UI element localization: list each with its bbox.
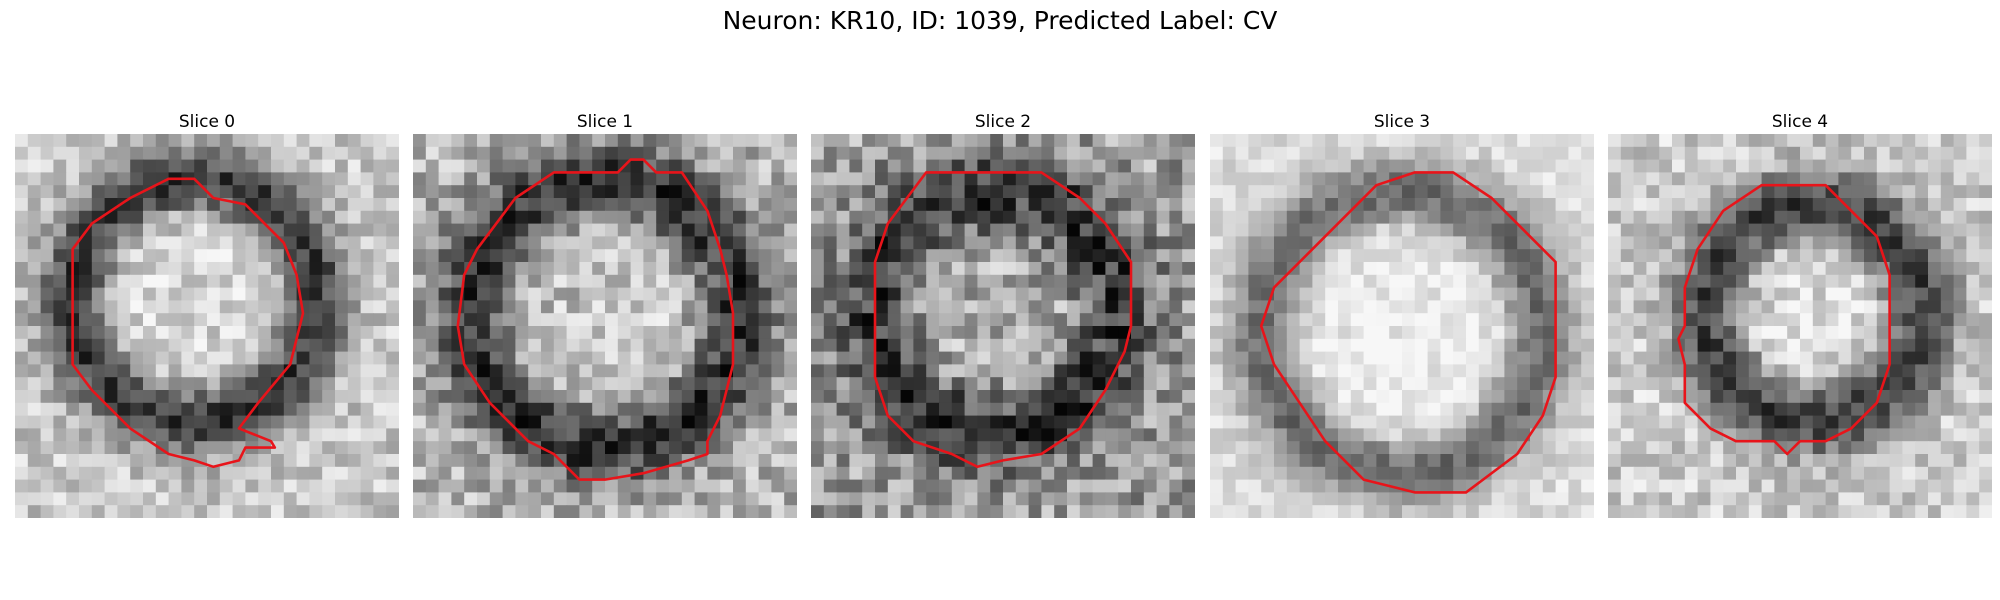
pixel-grid [1608,134,1992,518]
microscopy-slice-image [413,134,797,518]
slice-title: Slice 3 [1373,112,1431,132]
slice-panel-0: Slice 0 [15,110,399,518]
segmentation-contour [1677,183,1891,456]
segmentation-contour [71,177,305,469]
figure-title: Neuron: KR10, ID: 1039, Predicted Label:… [722,6,1278,35]
microscopy-slice-image [15,134,399,518]
pixel-grid [413,134,797,518]
slice-title: Slice 0 [178,112,236,132]
slice-title: Slice 1 [576,112,634,132]
pixel-grid [811,134,1195,518]
slice-panel-2: Slice 2 [811,110,1195,518]
segmentation-contour [873,171,1133,469]
segmentation-contour [1259,171,1557,494]
slice-panel-4: Slice 4 [1608,110,1992,518]
slice-panel-3: Slice 3 [1210,110,1594,518]
slice-title: Slice 4 [1771,112,1829,132]
segmentation-contour [456,158,735,481]
slice-title: Slice 2 [974,112,1032,132]
microscopy-slice-image [1210,134,1594,518]
pixel-grid [15,134,399,518]
pixel-grid [1210,134,1594,518]
slice-panel-1: Slice 1 [413,110,797,518]
microscopy-slice-image [1608,134,1992,518]
microscopy-slice-image [811,134,1195,518]
